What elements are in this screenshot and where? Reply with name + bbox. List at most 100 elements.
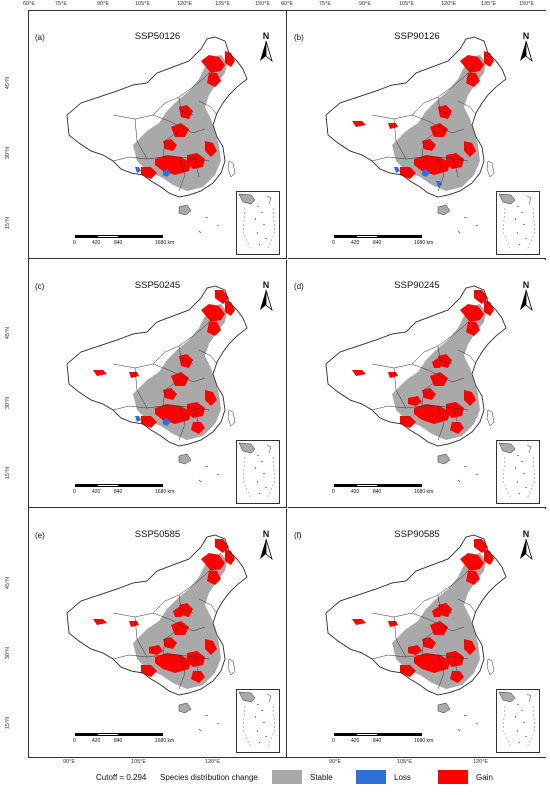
gain-area — [352, 619, 366, 625]
gain-area — [163, 637, 177, 649]
top-tick: 60°E — [23, 1, 35, 7]
scale-bar: 0 420 840 1680 km — [73, 235, 215, 249]
hainan-island — [437, 702, 451, 714]
gain-area — [466, 322, 480, 336]
north-arrow-icon: N — [258, 280, 274, 312]
china-map — [66, 285, 248, 483]
gain-area — [446, 651, 464, 667]
lat-tick: 45°N — [5, 326, 12, 340]
gain-area — [446, 153, 464, 169]
north-arrow-icon: N — [518, 529, 534, 561]
north-letter: N — [522, 280, 530, 290]
gain-area — [466, 73, 480, 87]
gain-area — [484, 300, 494, 316]
panel-title: SSP50245 — [134, 280, 181, 291]
china-map — [325, 36, 507, 234]
gain-area — [207, 322, 221, 336]
gain-area — [187, 153, 205, 169]
gain-area — [422, 637, 436, 649]
gain-area — [225, 51, 235, 67]
panel-label: (a) — [35, 33, 45, 42]
gain-area — [464, 390, 476, 406]
bottom-tick: 105°E — [131, 759, 147, 765]
map-grid: 60°E 75°E 90°E 105°E 120°E 135°E 150°E 6… — [23, 1, 546, 765]
lat-tick: 45°N — [5, 576, 12, 590]
taiwan-island — [486, 160, 495, 178]
china-outline — [325, 534, 507, 696]
top-tick: 120°E — [177, 1, 193, 7]
stable-area — [133, 553, 227, 689]
loss-swatch — [356, 770, 386, 784]
gain-label: Gain — [476, 773, 493, 782]
stable-label: Stable — [310, 773, 333, 782]
china-outline — [325, 285, 507, 447]
loss-area — [163, 169, 171, 177]
north-arrow-icon: N — [518, 31, 534, 63]
taiwan-island — [486, 409, 495, 427]
gain-area — [446, 402, 464, 418]
china-map — [66, 36, 248, 234]
bottom-tick: 120°E — [473, 759, 489, 765]
gain-area — [352, 121, 366, 127]
scale-bar: 0 420 840 1680 km — [73, 484, 215, 498]
gain-area — [129, 621, 139, 627]
gain-area — [414, 653, 450, 673]
gain-area — [450, 422, 464, 434]
north-arrow-icon: N — [258, 529, 274, 561]
gain-area — [422, 139, 436, 151]
top-tick: 150°E — [255, 1, 271, 7]
lat-tick: 15°N — [5, 466, 12, 480]
panel-label: (e) — [35, 531, 45, 540]
taiwan-island — [227, 658, 236, 676]
gain-area — [225, 549, 235, 565]
north-arrow-icon: N — [518, 280, 534, 312]
stable-area — [392, 304, 486, 440]
gain-area — [388, 123, 398, 129]
map-panel-f: (f) SSP90585 N 0 420 840 1680 km — [288, 509, 546, 757]
top-tick: 75°E — [55, 1, 67, 7]
china-outline — [66, 36, 248, 198]
china-outline — [66, 285, 248, 447]
gain-area — [352, 370, 366, 376]
taiwan-island — [227, 409, 236, 427]
gain-area — [408, 645, 422, 655]
loss-area — [436, 181, 442, 187]
gain-area — [388, 621, 398, 627]
north-letter: N — [262, 529, 270, 539]
panel-label: (f) — [294, 531, 302, 540]
hainan-island — [178, 453, 192, 465]
bottom-tick: 90°E — [329, 759, 341, 765]
gain-area — [215, 539, 229, 553]
lat-tick: 15°N — [5, 216, 12, 230]
loss-label: Loss — [394, 773, 411, 782]
gain-area — [149, 645, 163, 655]
gain-area — [163, 139, 177, 151]
gain-area — [205, 639, 217, 655]
panel-title: SSP50126 — [134, 31, 181, 42]
gain-area — [155, 653, 191, 673]
map-panel-a: (a) SSP50126 N 0 420 840 1680 km — [29, 11, 287, 259]
panel-title: SSP90245 — [394, 280, 440, 291]
china-map — [325, 285, 507, 483]
loss-area — [135, 416, 141, 422]
hainan-island — [178, 204, 192, 216]
scale-bar: 0 420 840 1680 km — [332, 484, 474, 498]
gain-area — [408, 396, 422, 406]
scale-bar: 0 420 840 1680 km — [332, 235, 474, 249]
gain-area — [201, 553, 225, 571]
bottom-tick: 90°E — [63, 759, 75, 765]
gain-area — [207, 73, 221, 87]
loss-area — [135, 167, 141, 173]
top-tick: 135°E — [481, 1, 497, 7]
lat-tick: 15°N — [5, 716, 12, 730]
gain-area — [93, 619, 107, 625]
hainan-island — [437, 204, 451, 216]
panel-title: SSP90585 — [394, 529, 440, 540]
scale-bar: 0 420 840 1680 km — [332, 733, 474, 747]
map-panel-e: (e) SSP50585 N 0 420 840 1680 km — [29, 509, 287, 757]
north-letter: N — [262, 31, 270, 41]
china-map — [325, 534, 507, 732]
taiwan-island — [227, 160, 236, 178]
gain-swatch — [438, 770, 468, 784]
gain-area — [201, 55, 225, 73]
